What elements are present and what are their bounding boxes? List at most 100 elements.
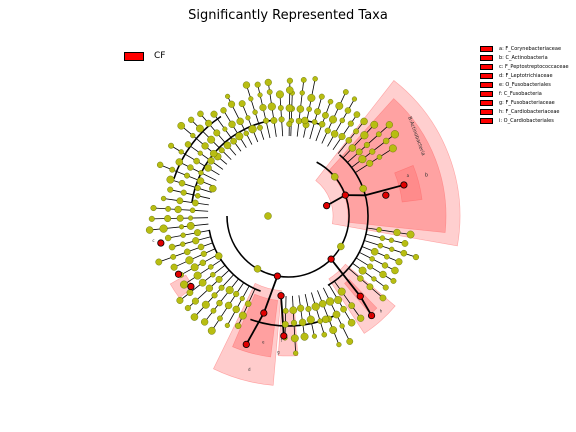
taxon-node	[351, 96, 358, 102]
taxon-node	[184, 172, 190, 179]
clade-highlight-sector	[327, 98, 447, 233]
taxon-node	[353, 128, 359, 135]
taxon-node	[148, 215, 155, 222]
taxa-legend-item: h: F_Cardiobacteriaceae	[480, 107, 569, 116]
taxon-node	[370, 247, 379, 256]
taxon-node	[307, 93, 316, 102]
taxa-legend-item: g: F_Fusobacteriaceae	[480, 98, 569, 107]
taxon-node	[277, 105, 284, 111]
taxon-node	[220, 107, 227, 114]
tree-edge-branch	[364, 240, 381, 247]
taxon-node	[293, 350, 299, 356]
clade-label: i	[371, 312, 372, 317]
taxon-node	[348, 144, 357, 152]
taxon-node	[224, 322, 230, 328]
taxon-node	[381, 262, 389, 269]
taxon-node	[165, 205, 172, 212]
taxon-node	[382, 137, 390, 145]
taxon-node	[198, 278, 207, 287]
taxon-node-enriched	[356, 292, 364, 300]
taxon-node	[321, 331, 328, 338]
taxon-node	[225, 286, 234, 295]
taxon-node	[216, 299, 223, 307]
taxon-nodes	[145, 76, 420, 356]
taxon-node	[207, 157, 215, 165]
taxon-node	[393, 228, 401, 237]
taxon-node	[337, 287, 346, 296]
clade-label: d	[248, 367, 251, 372]
taxon-node	[340, 305, 347, 313]
taxon-node-enriched	[273, 272, 282, 280]
taxon-node	[369, 148, 376, 155]
taxon-node	[232, 305, 240, 314]
taxon-node	[286, 77, 293, 84]
taxon-node	[183, 248, 191, 256]
taxon-node	[371, 276, 377, 282]
taxon-node	[192, 237, 200, 245]
taxon-node	[179, 224, 185, 230]
taxon-node	[366, 159, 374, 167]
taxon-node	[376, 227, 382, 233]
taxon-node	[311, 119, 318, 125]
taxon-node	[222, 126, 228, 132]
taxon-node	[346, 338, 354, 345]
taxon-node	[180, 189, 187, 196]
taxon-node	[192, 199, 199, 207]
taxon-node	[286, 120, 293, 128]
taxon-node	[225, 93, 231, 99]
taxon-node	[170, 263, 178, 271]
taxon-node	[263, 117, 270, 124]
taxa-legend-item: c: F_Peptostreptococcaceae	[480, 62, 569, 71]
taxon-node	[188, 116, 195, 123]
taxon-node	[224, 301, 233, 310]
taxon-node	[257, 124, 263, 131]
taxon-node	[211, 292, 218, 299]
taxon-node	[189, 207, 196, 214]
taxon-node	[329, 115, 337, 124]
taxon-node	[375, 131, 382, 138]
taxon-node	[289, 306, 298, 315]
taxon-node	[300, 77, 307, 83]
taxon-node	[213, 129, 221, 137]
taxon-node	[228, 120, 236, 128]
taxon-node	[164, 234, 172, 242]
tree-edge-enriched	[359, 295, 373, 317]
taxa-legend: a: F_Corynebacteriaceae b: C_Actinobacte…	[480, 44, 569, 125]
taxon-node	[160, 195, 167, 202]
taxa-legend-item: a: F_Corynebacteriaceae	[480, 44, 569, 53]
taxon-node	[319, 300, 327, 308]
taxon-node	[259, 103, 267, 112]
taxon-node	[210, 110, 218, 118]
taxon-node	[344, 107, 352, 114]
taxon-node	[369, 256, 375, 262]
taxon-node	[245, 115, 251, 121]
taxon-node	[193, 157, 200, 165]
taxon-node	[253, 265, 262, 273]
group-legend-label: CF	[154, 51, 166, 61]
taxon-node	[239, 295, 245, 302]
taxon-node	[385, 121, 393, 129]
taxon-node	[190, 263, 199, 272]
taxon-node	[331, 173, 339, 181]
taxon-node	[395, 258, 403, 266]
taxon-node	[248, 96, 254, 102]
taxon-node	[167, 186, 174, 193]
taxon-node	[299, 90, 305, 96]
taxon-node	[305, 305, 312, 312]
taxon-node	[150, 204, 157, 212]
taxon-node	[193, 271, 202, 280]
taxon-node-enriched	[242, 340, 250, 348]
clade-label: e	[262, 340, 265, 345]
taxon-node	[248, 125, 257, 134]
taxon-node	[254, 81, 261, 88]
taxon-node	[156, 161, 164, 169]
taxon-node	[184, 141, 192, 148]
taxon-node	[267, 102, 276, 111]
taxon-node	[159, 224, 168, 233]
taxon-node	[382, 284, 389, 291]
taxa-legend-item: e: O_Fusobacteriales	[480, 80, 569, 89]
taxon-node	[257, 92, 263, 98]
taxon-node	[215, 252, 223, 260]
taxon-node	[209, 149, 218, 158]
taxon-node	[295, 117, 303, 125]
